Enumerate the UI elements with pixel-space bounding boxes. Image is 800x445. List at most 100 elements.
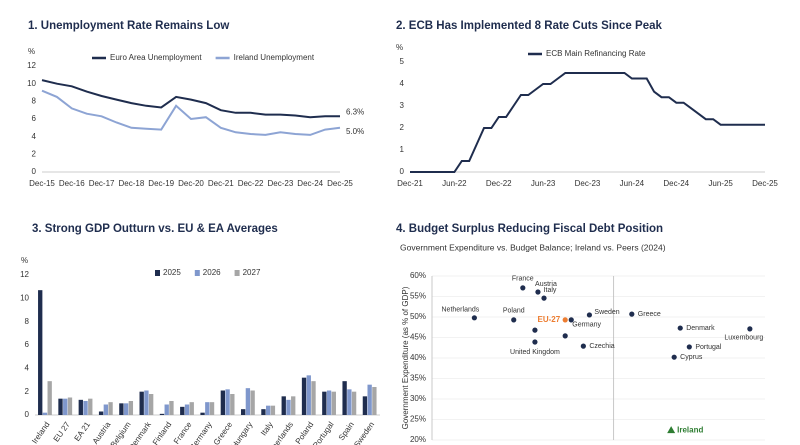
bar xyxy=(38,290,43,415)
bar xyxy=(230,394,235,415)
y-tick-label: 55% xyxy=(410,292,426,301)
y-axis-label: % xyxy=(396,43,403,52)
series-line xyxy=(41,89,341,136)
y-tick-label: 2 xyxy=(25,387,30,396)
legend-label: ECB Main Refinancing Rate xyxy=(546,49,646,58)
point-label: Ireland xyxy=(677,425,703,434)
point-label: Portugal xyxy=(695,344,722,351)
y-tick-label: 0 xyxy=(400,167,405,176)
bar xyxy=(311,381,316,415)
y-tick-label: 4 xyxy=(32,132,37,141)
y-tick-label: 12 xyxy=(20,270,29,279)
x-tick-label: Dec-22 xyxy=(486,179,512,188)
bar xyxy=(301,377,307,415)
y-tick-label: 0 xyxy=(32,167,37,176)
bar xyxy=(245,388,251,415)
bar xyxy=(291,396,296,415)
bar xyxy=(281,396,286,415)
bar xyxy=(220,390,226,415)
x-tick-label: Ireland xyxy=(30,420,51,445)
point xyxy=(667,426,676,434)
bar xyxy=(144,390,149,415)
point xyxy=(541,295,547,301)
legend-swatch xyxy=(155,270,160,276)
y-tick-label: 4 xyxy=(25,363,30,372)
y-tick-label: 60% xyxy=(410,271,426,280)
point xyxy=(586,312,593,318)
y-tick-label: 50% xyxy=(410,312,426,321)
bar xyxy=(326,390,332,415)
x-tick-label: Dec-15 xyxy=(29,179,55,188)
point-label: Cyprus xyxy=(680,354,703,361)
y-tick-label: 10 xyxy=(27,79,36,88)
x-tick-label: Italy xyxy=(259,420,275,437)
legend-label: Ireland Unemployment xyxy=(234,53,315,62)
bar xyxy=(347,389,352,415)
x-tick-label: Dec-21 xyxy=(208,179,234,188)
x-tick-label: Jun-24 xyxy=(620,179,645,188)
point xyxy=(471,315,477,321)
y-tick-label: 6 xyxy=(32,114,37,123)
x-tick-label: Finland xyxy=(151,420,173,445)
y-tick-label: 12 xyxy=(27,61,36,70)
x-tick-label: Dec-21 xyxy=(397,179,423,188)
x-tick-label: Hungary xyxy=(230,420,255,445)
legend-label: 2027 xyxy=(243,268,261,277)
y-axis-label: % xyxy=(21,256,28,265)
x-tick-label: Dec-25 xyxy=(327,179,353,188)
point xyxy=(511,317,517,323)
x-tick-label: EA 21 xyxy=(72,420,92,443)
bar xyxy=(184,404,190,415)
bar xyxy=(200,412,205,415)
point xyxy=(747,326,753,332)
bar xyxy=(169,401,174,415)
x-tick-label: Sweden xyxy=(352,420,376,445)
bar xyxy=(164,404,169,415)
x-tick-label: Poland xyxy=(294,420,316,445)
legend-label: 2026 xyxy=(203,268,221,277)
bar xyxy=(159,413,165,415)
point-label: United Kingdom xyxy=(510,349,560,356)
x-tick-label: Denmark xyxy=(127,419,154,445)
point-label: Greece xyxy=(638,311,661,318)
bar xyxy=(148,394,154,415)
y-tick-label: 35% xyxy=(410,374,426,383)
bar xyxy=(306,375,311,415)
bar xyxy=(58,398,63,415)
y-tick-label: 20% xyxy=(410,435,426,444)
x-tick-label: Jun-23 xyxy=(531,179,556,188)
bar xyxy=(240,409,246,415)
y-tick-label: 2 xyxy=(400,123,405,132)
y-tick-label: 6 xyxy=(25,340,30,349)
x-tick-label: Greece xyxy=(212,420,235,445)
bar xyxy=(108,402,113,415)
x-tick-label: Belgium xyxy=(109,420,133,445)
bar xyxy=(88,398,93,415)
x-tick-label: Dec-24 xyxy=(297,179,323,188)
point-label: France xyxy=(512,276,534,283)
bar xyxy=(42,412,48,415)
point-label: Sweden xyxy=(594,309,619,316)
bar xyxy=(372,387,377,415)
bar xyxy=(83,401,88,415)
bar xyxy=(128,401,134,415)
bar xyxy=(103,404,108,415)
x-tick-label: Dec-24 xyxy=(663,179,689,188)
x-tick-label: Dec-20 xyxy=(178,179,204,188)
y-tick-label: 10 xyxy=(20,293,29,302)
bar xyxy=(261,409,266,415)
chart-subtitle: Government Expenditure vs. Budget Balanc… xyxy=(400,242,666,252)
x-tick-label: Dec-17 xyxy=(89,179,115,188)
point-label: Denmark xyxy=(686,325,715,332)
legend-swatch xyxy=(234,270,240,276)
point-label: Italy xyxy=(544,287,557,294)
bar xyxy=(250,390,255,415)
bar xyxy=(63,398,68,415)
point xyxy=(520,285,526,291)
x-tick-label: Dec-23 xyxy=(268,179,294,188)
legend-swatch xyxy=(194,270,200,276)
point-label: Germany xyxy=(572,322,601,329)
bar xyxy=(322,391,327,415)
bar xyxy=(286,399,291,415)
bar xyxy=(123,403,129,415)
